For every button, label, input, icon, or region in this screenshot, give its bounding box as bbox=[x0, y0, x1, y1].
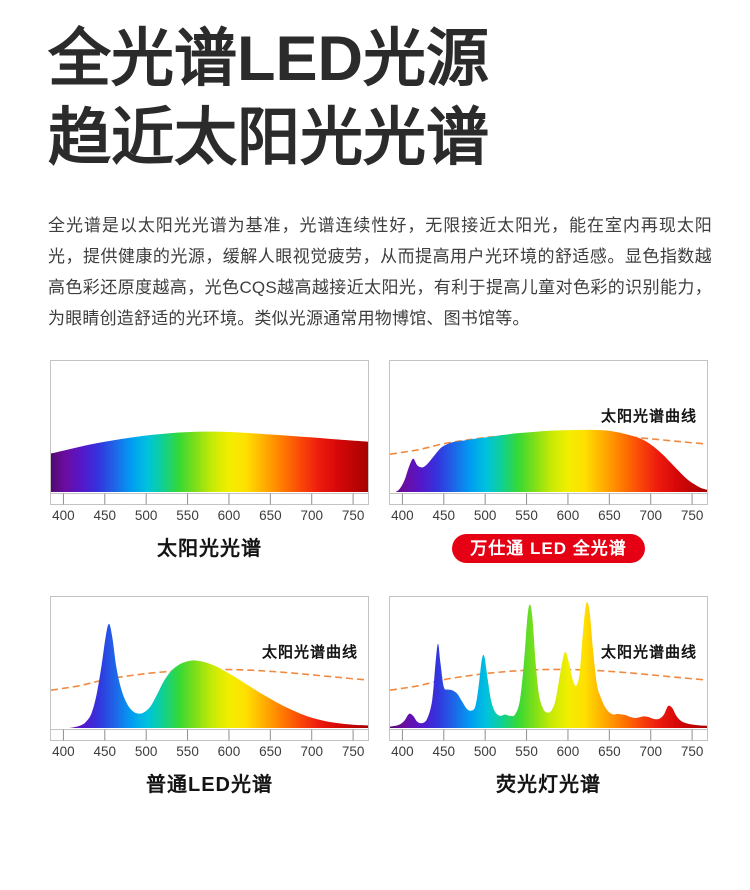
sun-curve-label: 太阳光谱曲线 bbox=[601, 643, 697, 661]
sun-curve-label: 太阳光谱曲线 bbox=[262, 643, 358, 661]
tick-strip bbox=[50, 492, 369, 505]
chart-sunlight-spectrum: 400 450 500 550 600 650 700 750 太阳光光谱 bbox=[50, 359, 369, 564]
tick-label: 500 bbox=[135, 508, 158, 523]
sunlight-spectrum-plot: 400 450 500 550 600 650 700 750 bbox=[50, 359, 369, 523]
tick-label: 500 bbox=[135, 744, 158, 759]
tick-label: 400 bbox=[52, 508, 75, 523]
tick-label: 650 bbox=[598, 508, 621, 523]
tick-strip bbox=[389, 728, 708, 741]
chart-caption-text: 普通LED光谱 bbox=[146, 773, 273, 796]
chart-caption-text: 太阳光光谱 bbox=[157, 537, 262, 560]
chart-fluorescent-lamp: 太阳光谱曲线 400 450 500 550 600 650 700 750 荧光灯光谱 bbox=[389, 595, 708, 800]
full-spectrum-led-plot: 太阳光谱曲线 400 450 500 550 600 650 700 750 bbox=[389, 359, 708, 523]
tick-label: 450 bbox=[94, 508, 117, 523]
chart-caption-fluorescent: 荧光灯光谱 bbox=[389, 770, 708, 800]
tick-label: 450 bbox=[94, 744, 117, 759]
sunlight-dashed-curve bbox=[390, 668, 707, 691]
tick-label: 400 bbox=[391, 744, 414, 759]
tick-label: 550 bbox=[515, 744, 538, 759]
sun-curve-label: 太阳光谱曲线 bbox=[601, 407, 697, 425]
tick-label: 550 bbox=[515, 508, 538, 523]
spectrum-area-fill bbox=[395, 429, 707, 492]
tick-label: 650 bbox=[259, 744, 282, 759]
tick-label: 750 bbox=[681, 744, 704, 759]
tick-label: 400 bbox=[52, 744, 75, 759]
tick-label: 750 bbox=[342, 744, 365, 759]
tick-label: 550 bbox=[176, 508, 199, 523]
charts-grid: 400 450 500 550 600 650 700 750 太阳光光谱 太阳光谱曲线 400… bbox=[50, 359, 750, 800]
tick-label: 600 bbox=[218, 508, 241, 523]
tick-label: 500 bbox=[474, 508, 497, 523]
page-title-line2: 趋近太阳光光谱 bbox=[48, 102, 489, 173]
spectrum-area-fill bbox=[51, 431, 368, 492]
ordinary-led-plot: 太阳光谱曲线 400 450 500 550 600 650 700 750 bbox=[50, 595, 369, 759]
page-title: 全光谱LED光源 趋近太阳光光谱 bbox=[48, 20, 704, 178]
tick-label: 600 bbox=[557, 744, 580, 759]
chart-caption-sunlight: 太阳光光谱 bbox=[50, 534, 369, 564]
tick-label: 450 bbox=[433, 744, 456, 759]
tick-label: 550 bbox=[176, 744, 199, 759]
spectrum-area-fill bbox=[390, 602, 707, 728]
intro-paragraph: 全光谱是以太阳光光谱为基准，光谱连续性好，无限接近太阳光，能在室内再现太阳光，提… bbox=[48, 215, 712, 328]
tick-label: 650 bbox=[259, 508, 282, 523]
tick-label: 700 bbox=[639, 508, 662, 523]
tick-label: 650 bbox=[598, 744, 621, 759]
tick-label: 750 bbox=[681, 508, 704, 523]
tick-label: 450 bbox=[433, 508, 456, 523]
tick-strip bbox=[389, 492, 708, 505]
tick-label: 600 bbox=[218, 744, 241, 759]
tick-label: 400 bbox=[391, 508, 414, 523]
tick-label: 500 bbox=[474, 744, 497, 759]
tick-label: 700 bbox=[300, 508, 323, 523]
tick-label: 600 bbox=[557, 508, 580, 523]
tick-strip bbox=[50, 728, 369, 741]
red-pill-badge: 万仕通 LED 全光谱 bbox=[452, 533, 645, 563]
tick-label: 700 bbox=[639, 744, 662, 759]
chart-full-spectrum-led: 太阳光谱曲线 400 450 500 550 600 650 700 750 万仕通 LED 全… bbox=[389, 359, 708, 564]
chart-ordinary-led: 太阳光谱曲线 400 450 500 550 600 650 700 750 普通LED光谱 bbox=[50, 595, 369, 800]
tick-label: 700 bbox=[300, 744, 323, 759]
chart-caption-ordinary-led: 普通LED光谱 bbox=[50, 770, 369, 800]
fluorescent-lamp-plot: 太阳光谱曲线 400 450 500 550 600 650 700 750 bbox=[389, 595, 708, 759]
spectrum-area-fill bbox=[68, 623, 368, 728]
tick-label: 750 bbox=[342, 508, 365, 523]
page-title-line1: 全光谱LED光源 bbox=[48, 24, 489, 94]
chart-caption-full-spectrum-led: 万仕通 LED 全光谱 bbox=[389, 533, 708, 564]
chart-caption-text: 荧光灯光谱 bbox=[496, 773, 601, 796]
